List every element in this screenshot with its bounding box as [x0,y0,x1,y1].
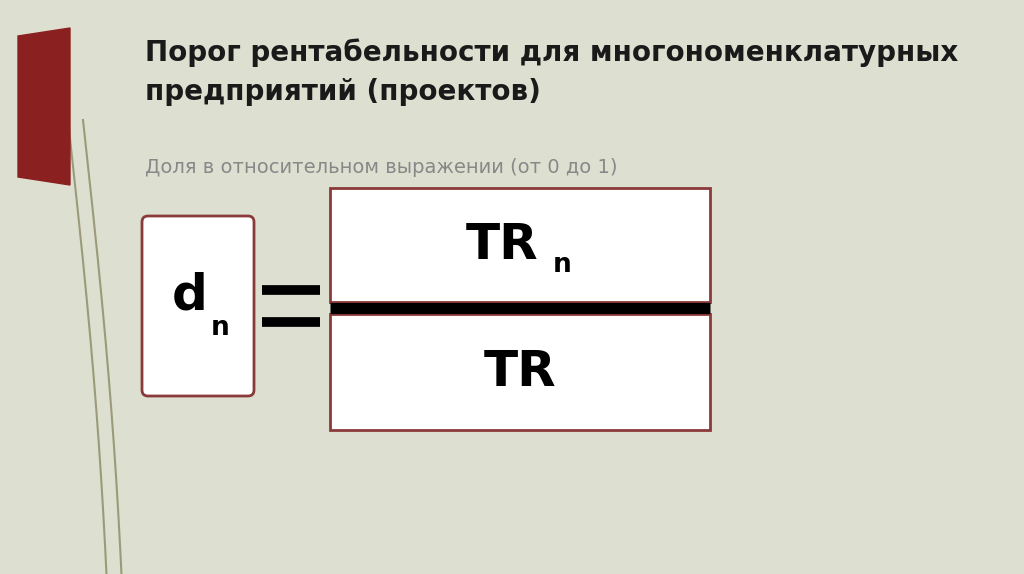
FancyBboxPatch shape [330,314,710,430]
Text: Доля в относительном выражении (от 0 до 1): Доля в относительном выражении (от 0 до … [145,158,617,177]
Text: Порог рентабельности для многономенклатурных: Порог рентабельности для многономенклату… [145,38,958,67]
FancyBboxPatch shape [142,216,254,396]
Text: n: n [553,252,571,278]
Text: TR: TR [483,348,556,396]
FancyBboxPatch shape [330,188,710,302]
Text: n: n [211,315,229,341]
Polygon shape [18,28,70,185]
Text: d: d [172,272,208,320]
Text: предприятий (проектов): предприятий (проектов) [145,78,541,106]
Text: TR: TR [466,221,539,269]
